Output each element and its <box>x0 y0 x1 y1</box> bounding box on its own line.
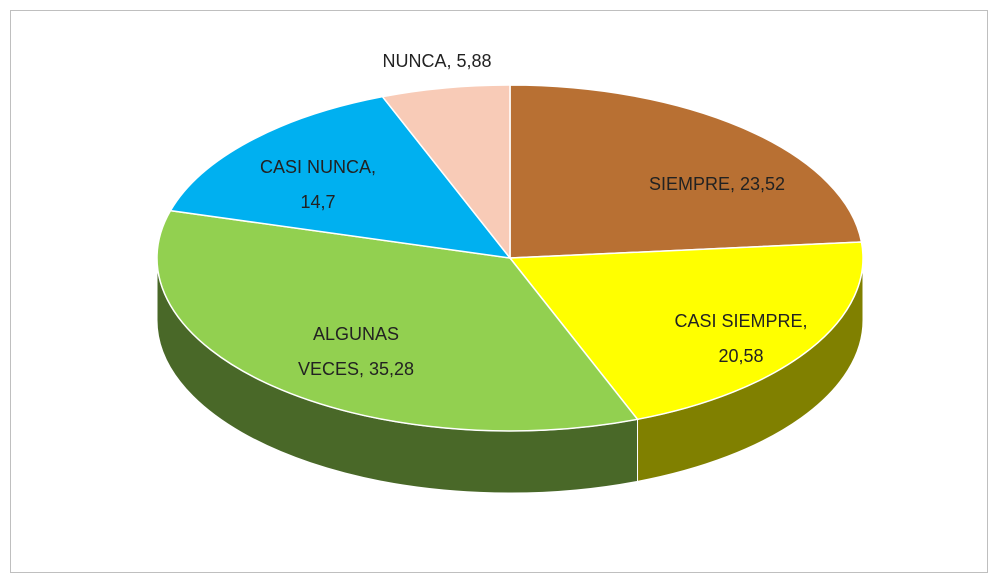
slice <box>509 84 863 259</box>
data-label: SIEMPRE, 23,52 <box>649 174 785 194</box>
slice <box>381 84 511 261</box>
data-label: NUNCA, 5,88 <box>382 51 491 71</box>
data-label: CASI NUNCA, 14,7 <box>260 157 376 212</box>
slice <box>169 95 512 260</box>
data-label: CASI SIEMPRE, 20,58 <box>674 311 807 366</box>
slice <box>156 209 639 432</box>
slice <box>508 241 864 421</box>
data-label: ALGUNAS VECES, 35,28 <box>298 324 414 379</box>
